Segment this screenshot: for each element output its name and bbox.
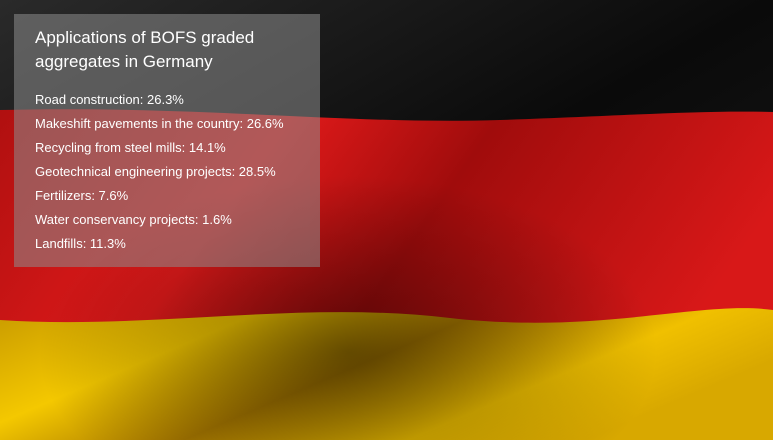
- info-panel: Applications of BOFS graded aggregates i…: [14, 14, 320, 267]
- item: Fertilizers: 7.6%: [35, 188, 129, 203]
- item: Landfills: 11.3%: [35, 236, 126, 251]
- item: Road construction: 26.3%: [35, 92, 184, 107]
- item: Water conservancy projects: 1.6%: [35, 212, 232, 227]
- item: Makeshift pavements in the country: 26.6…: [35, 116, 284, 131]
- title: Applications of BOFS graded aggregates i…: [35, 28, 255, 71]
- item: Geotechnical engineering projects: 28.5%: [35, 164, 276, 179]
- item: Recycling from steel mills: 14.1%: [35, 140, 226, 155]
- item-list: Road construction: 26.3% Makeshift paveme…: [35, 88, 304, 256]
